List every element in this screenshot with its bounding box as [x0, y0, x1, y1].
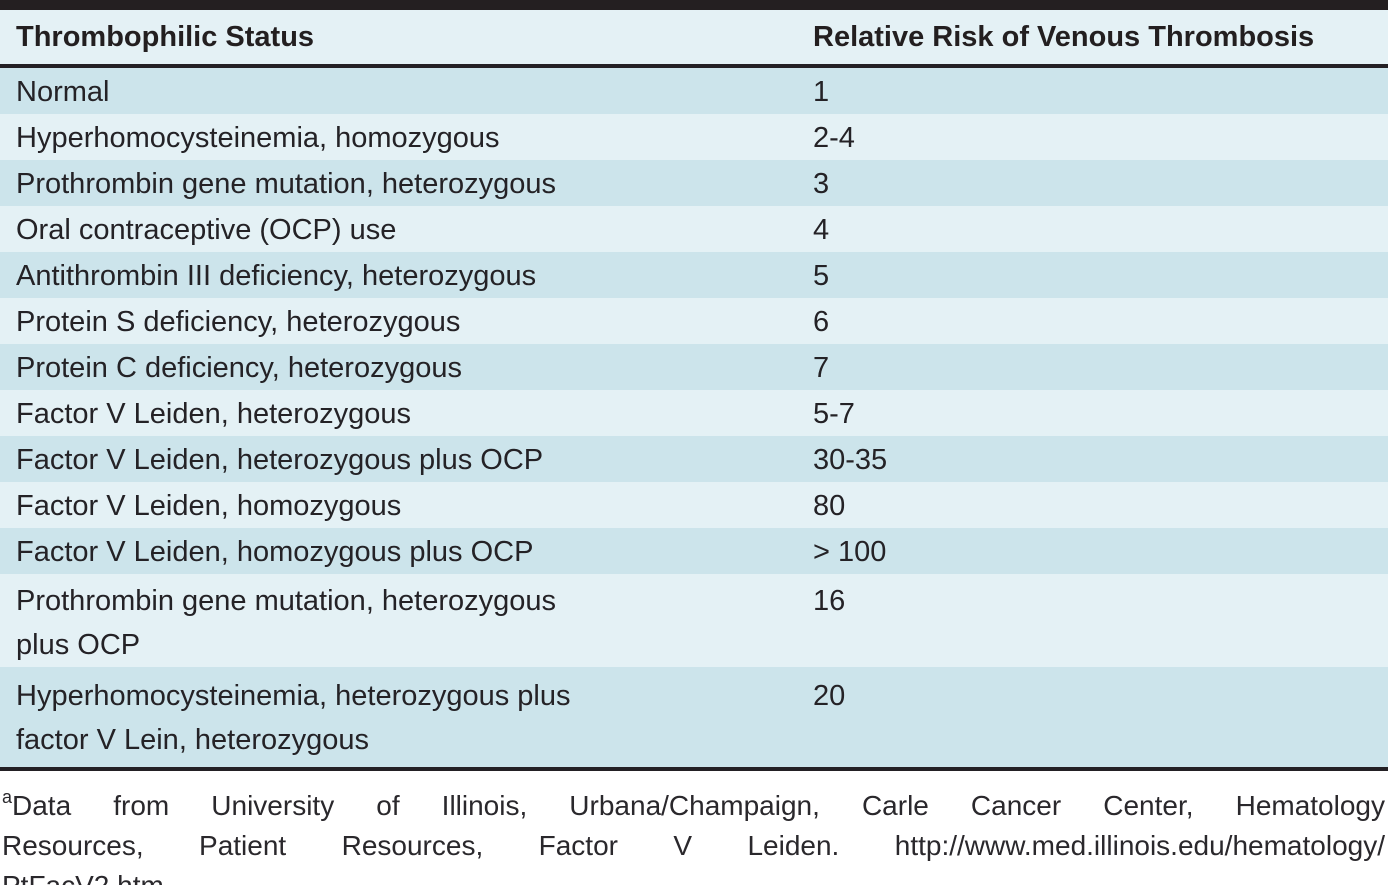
status-cell: Hyperhomocysteinemia, homozygous [16, 122, 500, 154]
table-row: Antithrombin III deficiency, heterozygou… [0, 252, 1388, 298]
footnote-line: PtFacV2.htm. [2, 866, 1385, 885]
header-rule [0, 64, 1388, 68]
table-row: Normal 1 [0, 68, 1388, 114]
risk-cell: 4 [813, 214, 830, 246]
table-bottom-rule [0, 767, 1388, 771]
footnote-line: Resources, Patient Resources, Factor V L… [2, 830, 1385, 861]
status-cell: Factor V Leiden, homozygous [16, 490, 402, 522]
status-cell: Prothrombin gene mutation, heterozygous [16, 168, 557, 200]
status-cell: Oral contraceptive (OCP) use [16, 214, 397, 246]
status-cell: Prothrombin gene mutation, heterozygous … [16, 585, 557, 661]
risk-cell: 2-4 [813, 122, 855, 154]
table-row: Factor V Leiden, heterozygous 5-7 [0, 390, 1388, 436]
risk-cell: 80 [813, 490, 846, 522]
status-cell: Normal [16, 76, 110, 108]
risk-cell: 16 [813, 585, 846, 617]
risk-cell: 30-35 [813, 444, 888, 476]
footnote-text: Data from University of Illinois, Urbana… [12, 790, 1385, 821]
footnote: aData from University of Illinois, Urban… [0, 771, 1388, 885]
table-row: Factor V Leiden, homozygous plus OCP > 1… [0, 528, 1388, 574]
column-header-risk: Relative Risk of Venous Thrombosis [813, 21, 1315, 53]
table-row: Prothrombin gene mutation, heterozygous … [0, 160, 1388, 206]
table-row: Protein C deficiency, heterozygous 7 [0, 344, 1388, 390]
risk-cell: 5-7 [813, 398, 855, 430]
status-cell: Factor V Leiden, heterozygous plus OCP [16, 444, 544, 476]
table-row: Factor V Leiden, heterozygous plus OCP 3… [0, 436, 1388, 482]
table-row: Prothrombin gene mutation, heterozygous … [0, 574, 1388, 667]
table-row: Factor V Leiden, homozygous 80 [0, 482, 1388, 528]
table-row: Oral contraceptive (OCP) use 4 [0, 206, 1388, 252]
column-header-status: Thrombophilic Status [16, 21, 315, 53]
table-row: Hyperhomocysteinemia, homozygous 2-4 [0, 114, 1388, 160]
table-header-row: Thrombophilic Status Relative Risk of Ve… [0, 10, 1388, 64]
risk-cell: 5 [813, 260, 830, 292]
footnote-marker: a [2, 787, 13, 807]
footnote-line: aData from University of Illinois, Urban… [2, 786, 1385, 826]
risk-cell: 6 [813, 306, 830, 338]
status-cell: Hyperhomocysteinemia, heterozygous plus … [16, 680, 571, 756]
risk-cell: > 100 [813, 536, 887, 568]
table-row: Protein S deficiency, heterozygous 6 [0, 298, 1388, 344]
status-cell: Protein C deficiency, heterozygous [16, 352, 462, 384]
table-row: Hyperhomocysteinemia, heterozygous plus … [0, 667, 1388, 767]
table-top-border [0, 0, 1388, 10]
status-cell: Factor V Leiden, homozygous plus OCP [16, 536, 534, 568]
risk-cell: 1 [813, 76, 830, 108]
risk-cell: 7 [813, 352, 830, 384]
risk-cell: 3 [813, 168, 830, 200]
status-cell: Protein S deficiency, heterozygous [16, 306, 461, 338]
risk-cell: 20 [813, 680, 846, 712]
status-cell: Antithrombin III deficiency, heterozygou… [16, 260, 537, 292]
status-cell: Factor V Leiden, heterozygous [16, 398, 411, 430]
